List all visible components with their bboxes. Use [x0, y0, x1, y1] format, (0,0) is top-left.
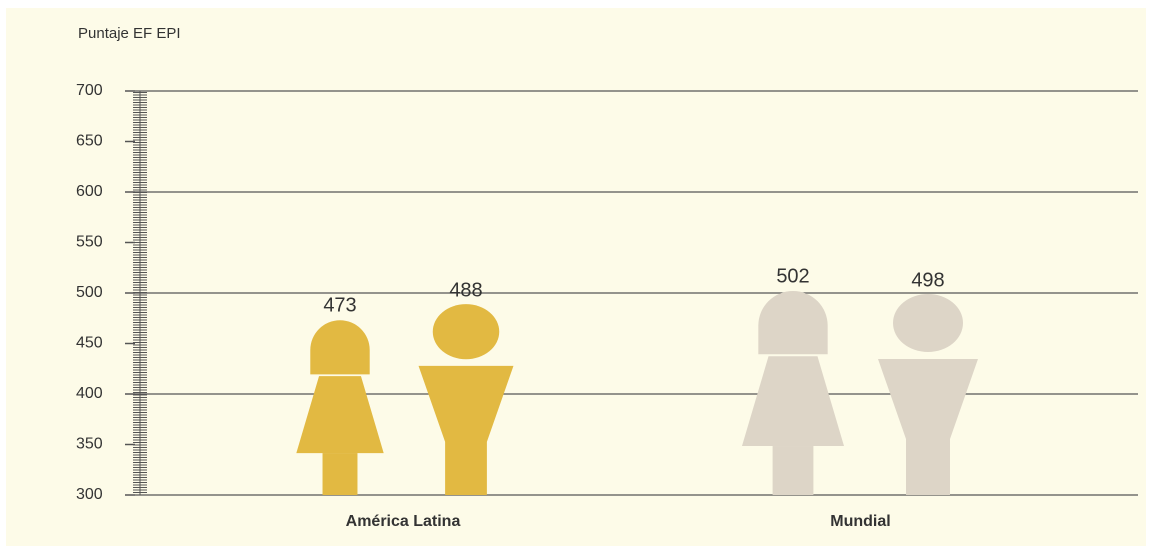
head — [310, 320, 370, 375]
body — [418, 365, 514, 495]
body — [741, 356, 845, 447]
value-label: 502 — [776, 265, 809, 287]
figure-male — [878, 294, 978, 495]
value-label: 488 — [449, 279, 482, 301]
y-tick-label: 400 — [76, 385, 103, 402]
chart-background — [6, 8, 1146, 546]
y-tick-label: 350 — [76, 436, 103, 453]
value-label: 498 — [911, 269, 944, 291]
head — [758, 290, 828, 355]
body — [296, 376, 384, 454]
y-tick-label: 700 — [76, 82, 103, 99]
x-tick-label: Mundial — [830, 513, 890, 530]
head — [432, 304, 500, 360]
body — [878, 359, 978, 495]
y-axis-title: Puntaje EF EPI — [78, 25, 181, 42]
y-tick-label: 500 — [76, 284, 103, 301]
y-tick-label: 650 — [76, 133, 103, 150]
legs — [322, 453, 358, 495]
figure-female — [296, 320, 384, 495]
legs — [772, 446, 814, 495]
figure-female — [741, 290, 845, 495]
x-tick-label: América Latina — [346, 513, 461, 530]
value-label: 473 — [323, 295, 356, 317]
figure-male — [418, 304, 514, 495]
y-tick-label: 450 — [76, 335, 103, 352]
head — [893, 294, 963, 353]
y-tick-label: 300 — [76, 486, 103, 503]
y-tick-label: 600 — [76, 183, 103, 200]
y-tick-label: 550 — [76, 234, 103, 251]
